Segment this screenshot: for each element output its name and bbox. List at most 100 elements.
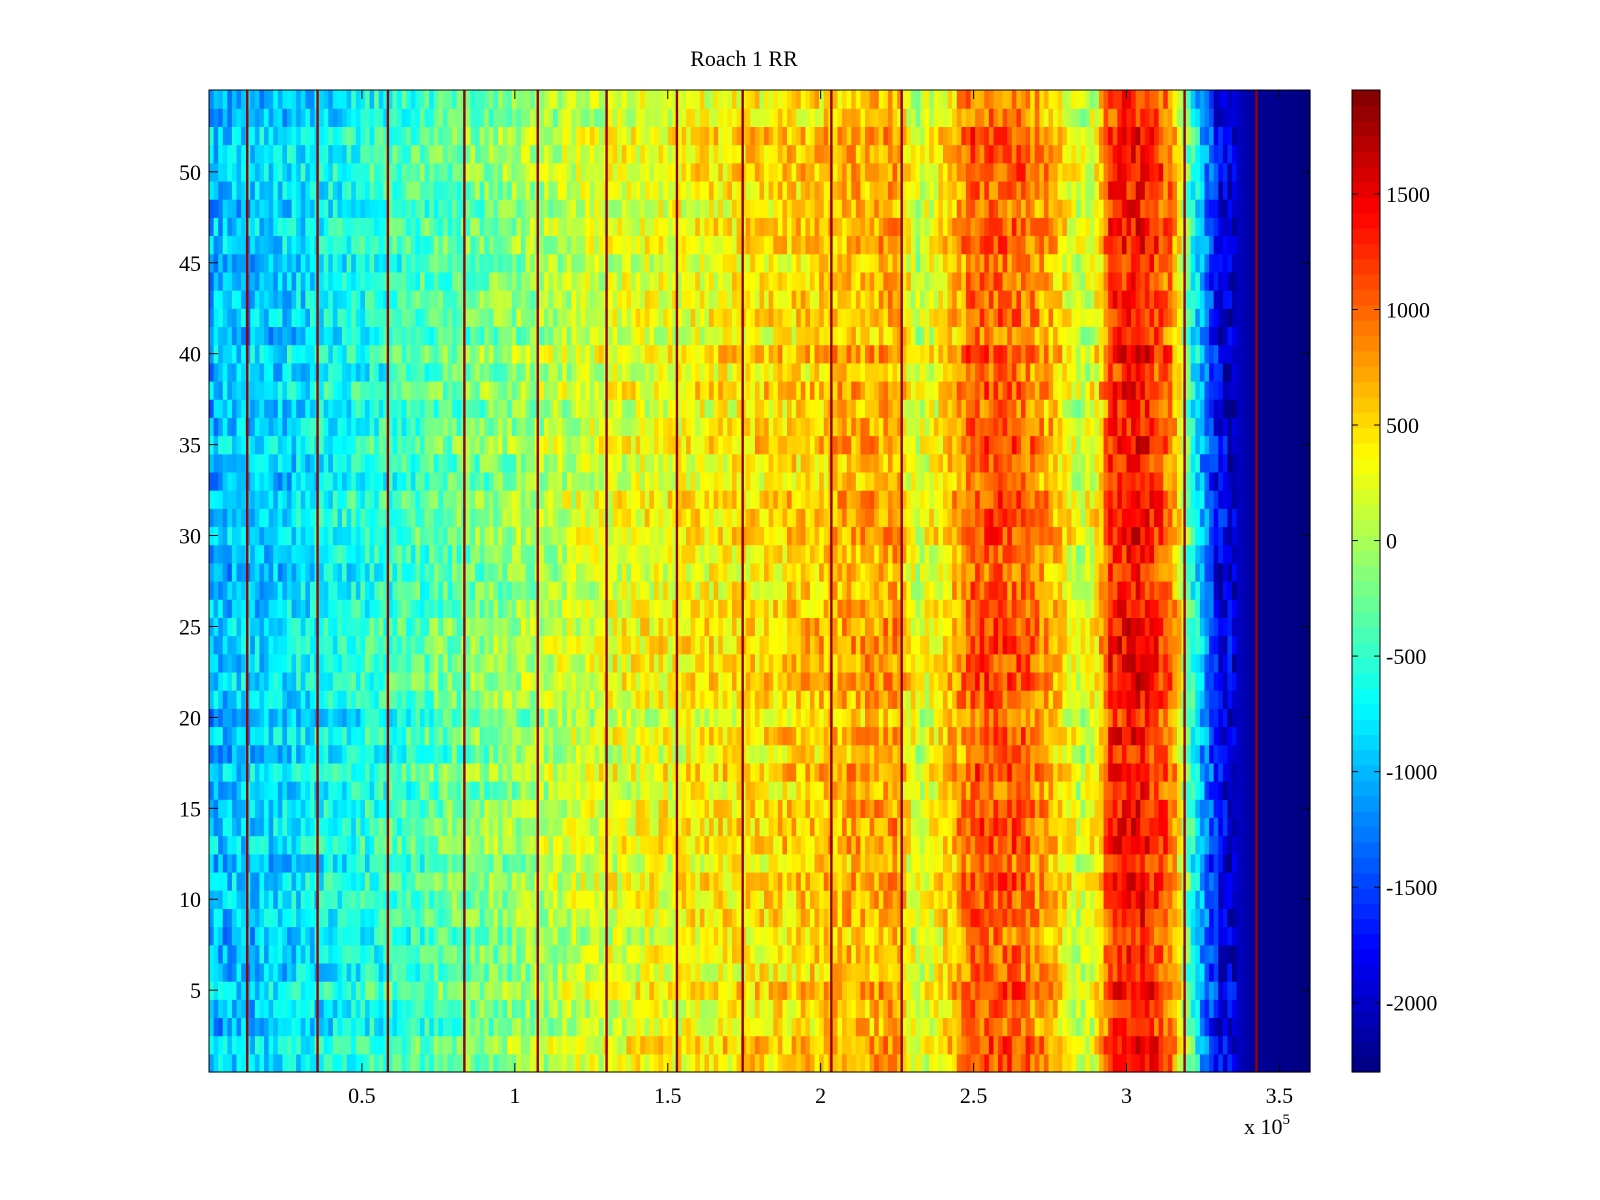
heatmap-cell bbox=[241, 908, 247, 928]
heatmap-cell bbox=[699, 908, 706, 928]
heatmap-cell bbox=[787, 1035, 793, 1055]
heatmap-cell bbox=[869, 962, 875, 982]
heatmap-cell bbox=[1094, 690, 1100, 709]
heatmap-cell bbox=[952, 744, 958, 764]
heatmap-cell bbox=[1213, 962, 1219, 982]
heatmap-cell bbox=[924, 1035, 930, 1055]
heatmap-cell bbox=[576, 690, 582, 709]
heatmap-cell bbox=[598, 762, 605, 782]
heatmap-cell bbox=[768, 926, 774, 946]
heatmap-cell bbox=[644, 781, 650, 800]
heatmap-cell bbox=[915, 908, 921, 928]
heatmap-cell bbox=[433, 890, 439, 909]
heatmap-cell bbox=[901, 799, 907, 819]
heatmap-cell bbox=[686, 781, 692, 800]
heatmap-cell bbox=[956, 762, 962, 782]
heatmap-cell bbox=[1250, 1053, 1256, 1073]
heatmap-cell bbox=[658, 835, 664, 855]
heatmap-cell bbox=[874, 1017, 880, 1037]
heatmap-cell bbox=[837, 762, 843, 782]
heatmap-cell bbox=[809, 944, 816, 964]
heatmap-cell bbox=[319, 762, 325, 782]
heatmap-cell bbox=[952, 762, 958, 782]
heatmap-cell bbox=[855, 853, 862, 873]
heatmap-cell bbox=[617, 1017, 623, 1037]
heatmap-cell bbox=[548, 944, 554, 964]
heatmap-cell bbox=[241, 1053, 247, 1073]
heatmap-cell bbox=[764, 981, 770, 1000]
heatmap-cell bbox=[920, 1053, 926, 1073]
heatmap-cell bbox=[1167, 726, 1173, 746]
heatmap-cell bbox=[878, 871, 884, 891]
heatmap-cell bbox=[429, 835, 435, 855]
heatmap-cell bbox=[759, 799, 765, 819]
heatmap-cell bbox=[553, 708, 559, 728]
heatmap-cell bbox=[286, 744, 293, 764]
heatmap-cell bbox=[397, 944, 403, 964]
heatmap-cell bbox=[332, 1053, 339, 1073]
heatmap-cell bbox=[1241, 1017, 1247, 1037]
heatmap-cell bbox=[915, 690, 921, 709]
heatmap-cell bbox=[612, 962, 618, 982]
heatmap-cell bbox=[1053, 999, 1059, 1019]
heatmap-cell bbox=[823, 1017, 829, 1037]
heatmap-cell bbox=[686, 871, 692, 891]
heatmap-cell bbox=[649, 835, 655, 855]
heatmap-cell bbox=[241, 781, 247, 800]
heatmap-cell bbox=[1167, 1017, 1173, 1037]
heatmap-cell bbox=[236, 981, 242, 1000]
heatmap-cell bbox=[309, 762, 316, 782]
heatmap-cell bbox=[805, 853, 811, 873]
heatmap-cell bbox=[924, 744, 930, 764]
heatmap-cell bbox=[1094, 1017, 1100, 1037]
heatmap-cell bbox=[323, 817, 329, 837]
heatmap-cell bbox=[1291, 962, 1297, 982]
heatmap-cell bbox=[750, 726, 756, 746]
heatmap-cell bbox=[626, 744, 632, 764]
heatmap-cell bbox=[309, 1053, 316, 1073]
heatmap-cell bbox=[1020, 1017, 1027, 1037]
heatmap-cell bbox=[787, 690, 793, 709]
heatmap-cell bbox=[360, 1053, 366, 1073]
heatmap-cell bbox=[562, 962, 568, 982]
heatmap-cell bbox=[420, 1035, 426, 1055]
heatmap-cell bbox=[498, 1035, 504, 1055]
heatmap-cell bbox=[273, 999, 279, 1019]
heatmap-cell bbox=[346, 853, 352, 873]
heatmap-cell bbox=[507, 1017, 513, 1037]
heatmap-cell bbox=[1062, 1035, 1068, 1055]
heatmap-cell bbox=[1085, 817, 1091, 837]
heatmap-cell bbox=[1062, 835, 1068, 855]
heatmap-cell bbox=[782, 1017, 788, 1037]
heatmap-cell bbox=[1030, 1035, 1036, 1055]
heatmap-cell bbox=[1112, 1035, 1118, 1055]
heatmap-cell bbox=[745, 1017, 751, 1037]
heatmap-cell bbox=[663, 908, 669, 928]
heatmap-cell bbox=[676, 944, 683, 964]
heatmap-cell bbox=[731, 762, 738, 782]
heatmap-cell bbox=[1305, 744, 1311, 764]
heatmap-cell bbox=[1135, 944, 1141, 964]
heatmap-cell bbox=[319, 853, 325, 873]
heatmap-cell bbox=[410, 817, 417, 837]
heatmap-cell bbox=[608, 999, 614, 1019]
heatmap-cell bbox=[1199, 708, 1206, 728]
heatmap-cell bbox=[1007, 944, 1013, 964]
heatmap-cell bbox=[621, 1035, 628, 1055]
heatmap-cell bbox=[686, 981, 692, 1000]
heatmap-cell bbox=[332, 799, 339, 819]
heatmap-cell bbox=[718, 890, 724, 909]
heatmap-cell bbox=[364, 908, 371, 928]
heatmap-cell bbox=[796, 744, 802, 764]
heatmap-cell bbox=[1007, 762, 1013, 782]
heatmap-cell bbox=[1186, 853, 1192, 873]
heatmap-cell bbox=[745, 890, 751, 909]
heatmap-cell bbox=[328, 1017, 334, 1037]
heatmap-cell bbox=[920, 744, 926, 764]
heatmap-cell bbox=[1121, 890, 1128, 909]
heatmap-cell bbox=[268, 908, 274, 928]
heatmap-cell bbox=[796, 1035, 802, 1055]
heatmap-cell bbox=[594, 944, 600, 964]
heatmap-cell bbox=[1273, 781, 1279, 800]
heatmap-cell bbox=[938, 817, 944, 837]
